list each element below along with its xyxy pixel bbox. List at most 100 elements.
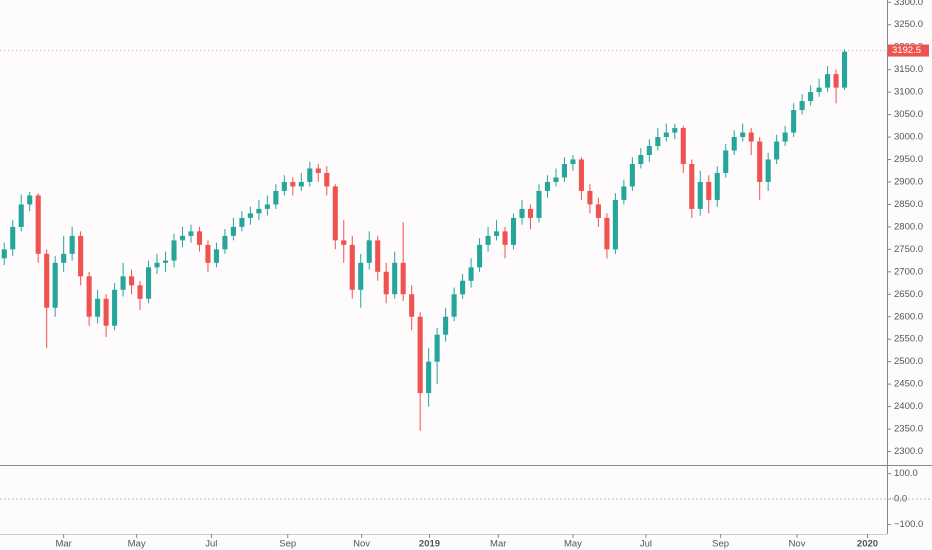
candle-body [544,181,551,191]
last-price-tag [888,44,929,57]
candle-body [451,294,457,317]
candle-body [196,231,203,245]
candle-body [527,208,534,218]
last-price-label: 3192.5 [892,45,921,56]
y-tick-label: 2500.0 [894,356,923,367]
candle-body [485,235,491,245]
candle-body [460,280,466,295]
y-tick-label: 3100.0 [894,87,923,98]
y-tick-label: 2800.0 [894,221,923,232]
candle-body [222,235,228,250]
x-tick-label: Jul [640,539,652,550]
candle-body [723,150,729,173]
candle-body [120,276,126,290]
candle-body [69,235,75,254]
y-tick-label: 2700.0 [894,266,923,277]
y-tick-label: 2350.0 [894,424,923,435]
candle-body [672,128,678,133]
x-tick-label: May [564,539,582,550]
y-tick-label: 3000.0 [894,132,923,143]
candle-body [230,226,236,236]
candle-body [621,186,627,200]
x-tick-label: Sep [279,539,296,550]
candle-body [44,253,50,308]
candle-body [1,249,7,259]
candle-body [95,298,101,317]
candle-body [595,204,601,218]
y-tick-label: 2600.0 [894,311,923,322]
candle-body [638,155,644,164]
candle-body [570,159,576,164]
candle-body [808,92,814,102]
x-tick-label: Nov [789,539,806,550]
candle-body [629,163,635,187]
candle-body [137,285,143,299]
candle-body [426,361,432,394]
candle-body [86,276,92,317]
candle-body [205,244,211,263]
candle-body [112,289,118,326]
candle-body [731,137,737,151]
y-tick-label: 2950.0 [894,154,923,165]
y-tick-label: 2850.0 [894,199,923,210]
y-tick-label: 2400.0 [894,401,923,412]
y-tick-label: 2550.0 [894,334,923,345]
candle-body [646,146,652,155]
candle-body [697,181,703,209]
candle-body [468,267,474,281]
candle-body [400,262,406,295]
candle-body [791,110,797,133]
candle-body [78,235,84,277]
candle-body [375,240,381,272]
candle-body [443,316,449,335]
candle-body [799,101,805,111]
candle-body [18,204,24,227]
candle-body [604,217,610,250]
candle-body [290,181,296,187]
candle-body [332,186,338,241]
candle-body [417,316,423,394]
candle-body [307,168,313,182]
candle-body [663,132,669,138]
candle-body [52,262,58,308]
candle-body [519,208,525,218]
candle-body [510,217,517,245]
candle-body [171,240,177,261]
candle-body [366,240,372,263]
candle-body [129,276,135,286]
y-tick-label: 2300.0 [894,446,923,457]
candle-body [765,159,771,182]
candle-body [264,204,270,209]
candle-body [154,262,160,268]
y-tick-label: 100.0 [894,468,918,479]
candle-body [281,181,287,191]
candle-body [740,132,746,138]
candle-body [578,159,584,191]
candle-body [298,181,304,187]
y-tick-label: 3300.0 [894,0,923,8]
candle-body [273,190,279,205]
x-tick-label: May [128,539,146,550]
candle-body [315,168,321,173]
candle-body [358,262,364,290]
candle-body [341,240,347,245]
candle-body [434,334,440,362]
candle-body [714,172,720,200]
candle-body [494,231,500,236]
y-tick-label: 2650.0 [894,289,923,300]
y-tick-label: 3050.0 [894,109,923,120]
candle-body [782,132,788,142]
candle-body [502,231,508,245]
y-tick-label: −100.0 [894,519,923,530]
y-tick-label: 2450.0 [894,379,923,390]
candle-body [655,137,661,147]
candle-body [61,253,67,263]
candle-body [247,213,253,218]
candle-body [162,260,169,263]
candle-body [392,262,398,295]
y-tick-label: 3250.0 [894,19,923,30]
candle-body [383,271,389,295]
x-tick-label: Sep [712,539,729,550]
